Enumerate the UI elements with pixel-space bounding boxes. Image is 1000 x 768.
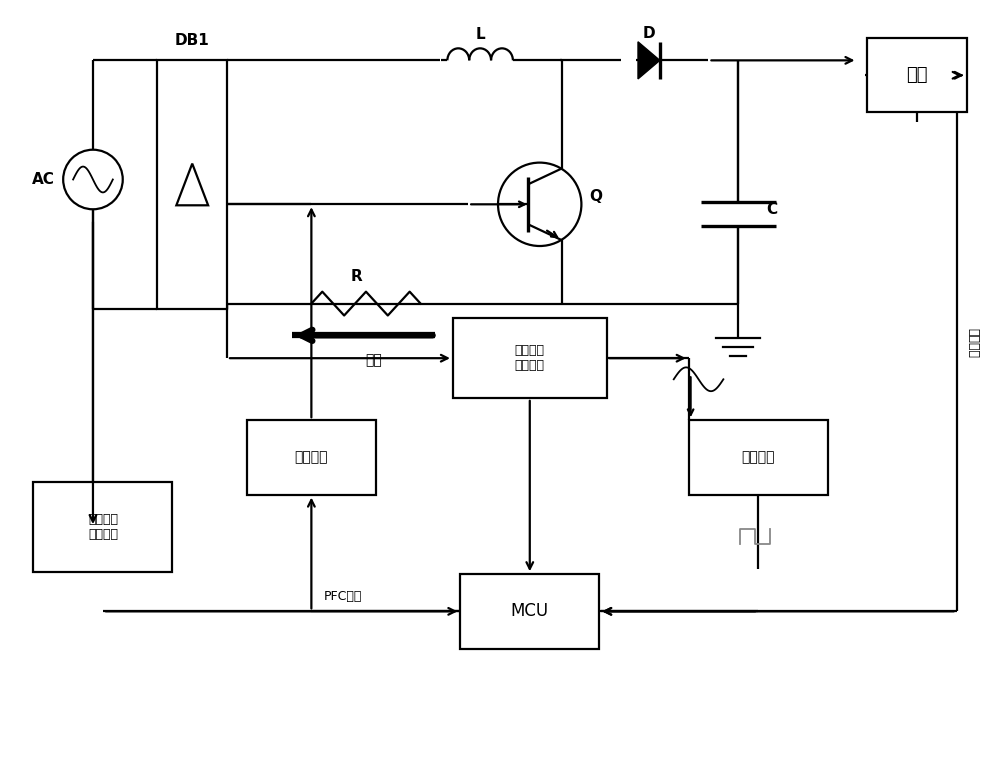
- Text: D: D: [643, 25, 655, 41]
- Text: 驱动模块: 驱动模块: [295, 451, 328, 465]
- Bar: [247, 420, 376, 495]
- Bar: [460, 574, 599, 648]
- Text: 电流采样
放大模块: 电流采样 放大模块: [515, 344, 545, 372]
- Text: 电压过零
检测模块: 电压过零 检测模块: [88, 513, 118, 541]
- Text: AC: AC: [32, 172, 55, 187]
- Bar: [453, 319, 607, 398]
- Text: MCU: MCU: [511, 602, 549, 621]
- Text: C: C: [766, 202, 777, 217]
- Text: L: L: [475, 28, 485, 42]
- Text: Q: Q: [589, 189, 602, 204]
- Text: 负载控制: 负载控制: [967, 328, 980, 359]
- Text: 检波模块: 检波模块: [741, 451, 775, 465]
- Text: 负载: 负载: [906, 66, 928, 84]
- Bar: [33, 482, 172, 571]
- Text: 电流: 电流: [365, 353, 382, 367]
- Text: DB1: DB1: [175, 34, 210, 48]
- Text: PFC控制: PFC控制: [323, 591, 362, 604]
- Bar: [157, 61, 227, 309]
- Polygon shape: [638, 41, 660, 79]
- Bar: [689, 420, 828, 495]
- Bar: [867, 38, 967, 112]
- Text: R: R: [350, 269, 362, 283]
